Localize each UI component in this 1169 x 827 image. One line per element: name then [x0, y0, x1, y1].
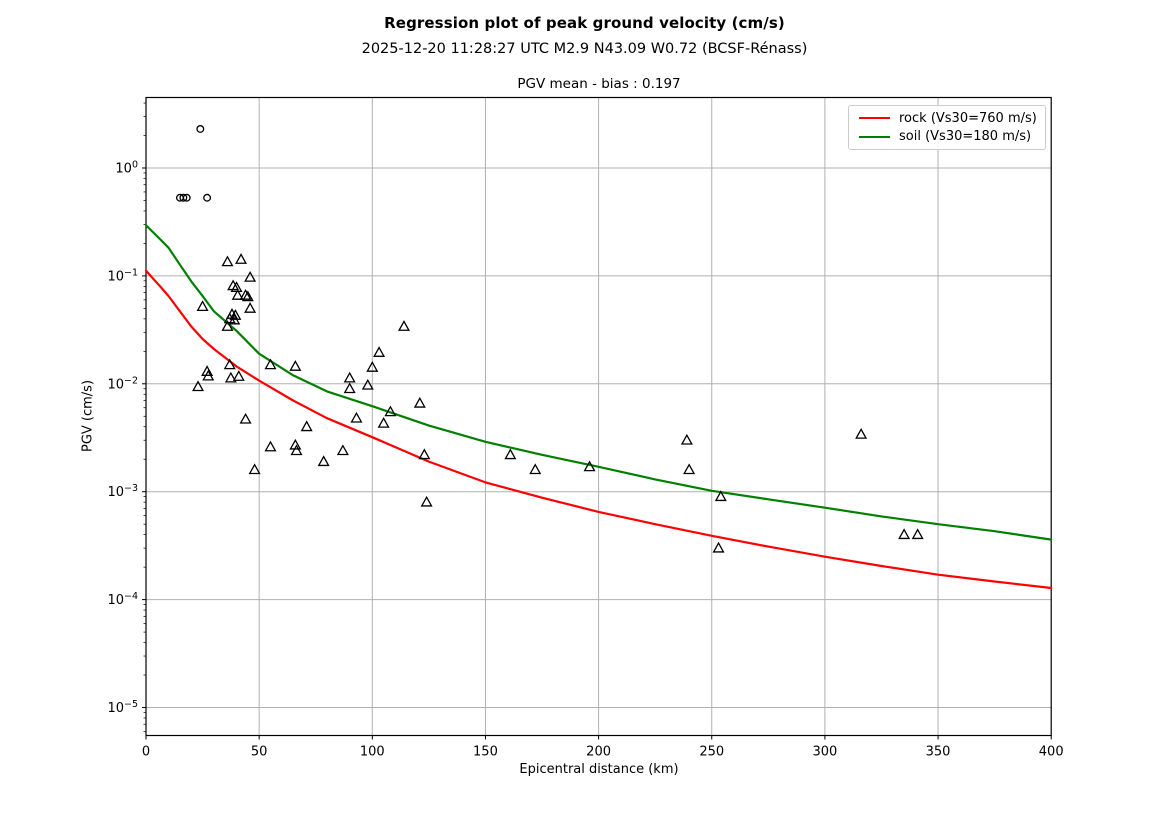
svg-text:200: 200	[586, 745, 611, 760]
svg-text:100: 100	[360, 745, 385, 760]
svg-text:350: 350	[926, 745, 951, 760]
legend-item-soil: soil (Vs30=180 m/s)	[849, 128, 1045, 147]
y-axis-label: PGV (cm/s)	[80, 379, 96, 453]
svg-text:10−4: 10−4	[107, 591, 138, 608]
rock-curve-sample-line	[859, 117, 890, 120]
legend-label-soil: soil (Vs30=180 m/s)	[899, 129, 1032, 145]
axes-title: PGV mean - bias : 0.197	[517, 76, 681, 92]
svg-text:400: 400	[1039, 745, 1064, 760]
svg-text:10−3: 10−3	[107, 483, 138, 500]
svg-text:100: 100	[115, 160, 138, 177]
soil-curve-sample-line	[859, 135, 890, 138]
legend-label-rock: rock (Vs30=760 m/s)	[899, 110, 1037, 126]
svg-text:250: 250	[699, 745, 724, 760]
svg-text:0: 0	[142, 745, 150, 760]
svg-text:300: 300	[812, 745, 837, 760]
figure-subtitle: 2025-12-20 11:28:27 UTC M2.9 N43.09 W0.7…	[361, 41, 808, 57]
svg-text:10−2: 10−2	[107, 375, 138, 392]
legend-item-rock: rock (Vs30=760 m/s)	[849, 109, 1045, 128]
legend: rock (Vs30=760 m/s) soil (Vs30=180 m/s)	[848, 105, 1046, 150]
svg-text:150: 150	[473, 745, 498, 760]
svg-text:10−1: 10−1	[107, 267, 138, 284]
svg-text:10−5: 10−5	[107, 699, 138, 716]
x-axis-label: Epicentral distance (km)	[519, 762, 679, 777]
svg-text:50: 50	[251, 745, 268, 760]
figure-title: Regression plot of peak ground velocity …	[384, 14, 785, 32]
